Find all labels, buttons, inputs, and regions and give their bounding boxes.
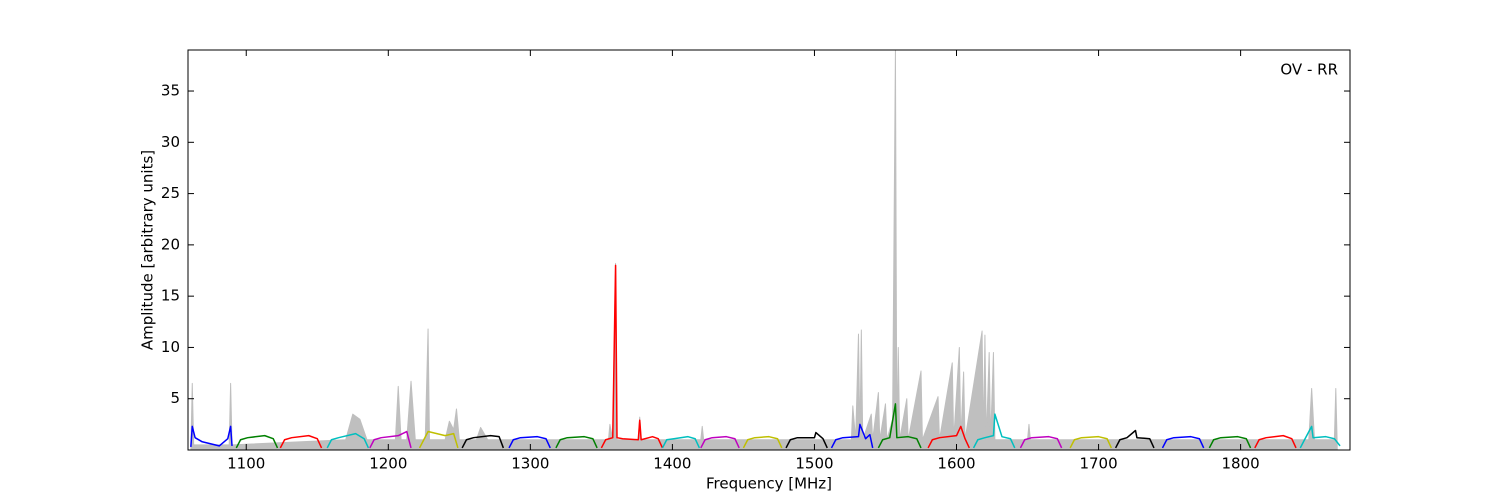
subband-line [1019, 435, 1063, 449]
spectrum-area [190, 49, 1338, 451]
subband-line [830, 423, 874, 449]
subband-line [661, 435, 701, 449]
subband-line [927, 425, 970, 449]
subband-line [508, 435, 551, 449]
x-tick-label: 1100 [227, 455, 265, 473]
subband-line [326, 432, 370, 449]
plot-frame [187, 49, 1351, 451]
plot-area [188, 50, 1350, 450]
subband-line [235, 434, 279, 449]
subband-line [555, 435, 598, 449]
y-tick-label: 15 [161, 287, 180, 305]
x-tick-label: 1400 [653, 455, 691, 473]
y-tick-label: 30 [161, 133, 180, 151]
subband-line [600, 264, 664, 449]
x-tick-label: 1300 [511, 455, 549, 473]
y-tick-label: 35 [161, 82, 180, 100]
x-tick-label: 1500 [795, 455, 833, 473]
subband-line [279, 434, 323, 449]
x-tick-label: 1200 [369, 455, 407, 473]
subband-line [190, 425, 233, 447]
plot-layer [190, 49, 1341, 451]
subband-line [1069, 435, 1113, 449]
y-tick-label: 5 [170, 389, 180, 407]
x-tick-label: 1800 [1222, 455, 1260, 473]
x-tick-label: 1700 [1079, 455, 1117, 473]
subband-line [877, 403, 922, 449]
subband-line [1254, 434, 1297, 449]
subband-line [1299, 425, 1341, 449]
subband-line [369, 430, 412, 449]
x-tick-label: 1600 [937, 455, 975, 473]
subband-line [1114, 429, 1155, 449]
subband-line [972, 413, 1016, 449]
annotation: OV - RR [1280, 61, 1338, 79]
y-axis-label: Amplitude [arbitrary units] [139, 150, 157, 350]
y-tick-label: 20 [161, 235, 180, 253]
subband-line [1208, 435, 1252, 449]
y-tick-label: 10 [161, 338, 180, 356]
y-tick-label: 25 [161, 184, 180, 202]
subband-line [418, 430, 459, 449]
subband-line [461, 434, 505, 449]
subband-line [700, 435, 740, 449]
subband-line [1161, 435, 1205, 449]
x-axis-label: Frequency [MHz] [706, 475, 832, 493]
subband-line [742, 435, 783, 449]
subband-line [785, 431, 828, 449]
